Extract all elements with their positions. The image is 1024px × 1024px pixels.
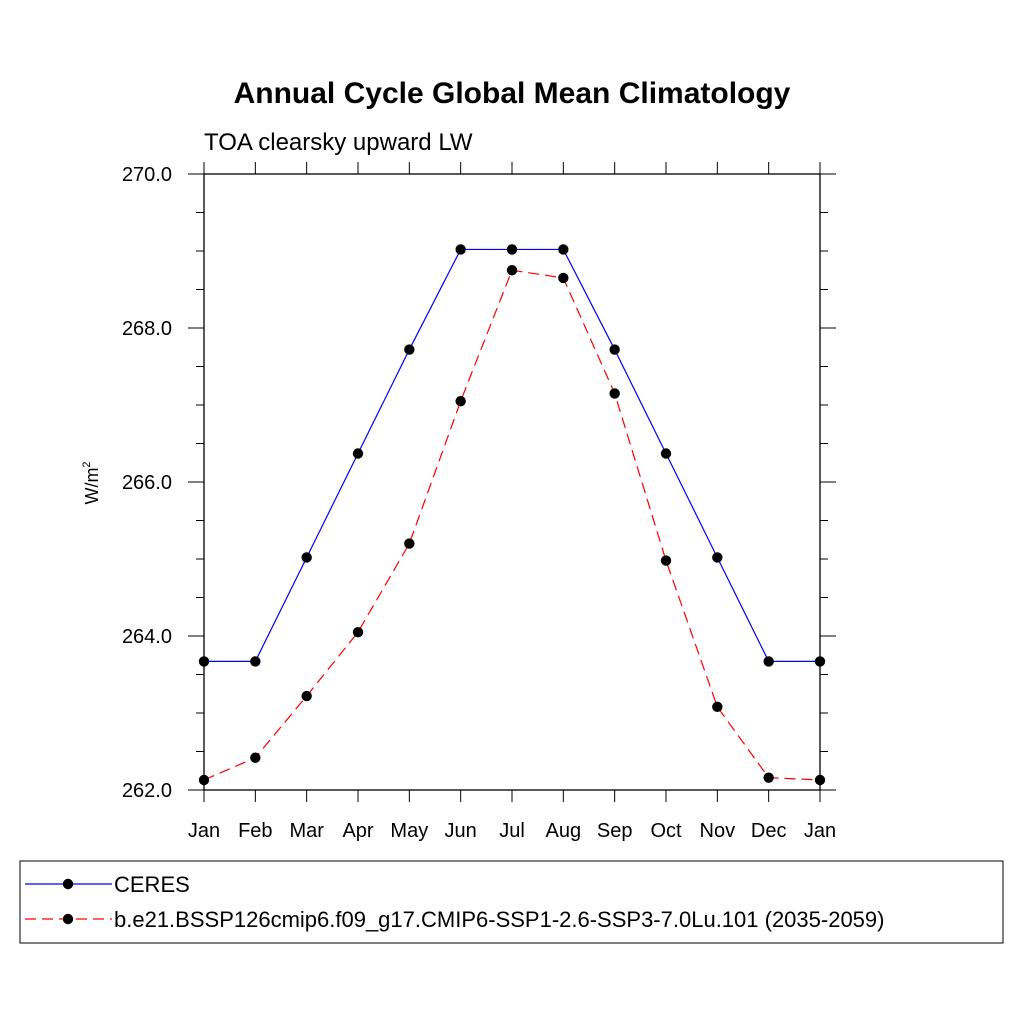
y-axis-label-base: W/m — [82, 468, 102, 505]
x-tick-label: Nov — [700, 820, 736, 842]
series-2-point — [763, 772, 774, 783]
series-2-point — [609, 388, 620, 399]
series-2-point — [506, 265, 518, 276]
series-1-point — [558, 244, 569, 255]
series-line-2 — [203, 269, 821, 781]
x-tick-label: Jun — [445, 820, 477, 842]
series-1-point — [763, 656, 774, 667]
series-1-point — [506, 244, 518, 255]
series-2-point — [404, 538, 415, 549]
y-tick-label: 262.0 — [122, 780, 172, 802]
series-1-point — [404, 344, 415, 355]
series-1-point — [814, 656, 826, 667]
legend-label-2: b.e21.BSSP126cmip6.f09_g17.CMIP6-SSP1-2.… — [114, 907, 884, 932]
x-tick-labels: Jan Feb Mar Apr May Jun Jul Aug Sep Oct Nov Dec Jan — [188, 820, 836, 842]
x-tick-label: Feb — [238, 820, 272, 842]
x-tick-label: Mar — [289, 820, 324, 842]
series-2-point — [198, 774, 210, 786]
svg-text:W/m2: W/m2 — [81, 461, 102, 504]
y-tick-label: 268.0 — [122, 318, 172, 340]
axis-ticks — [188, 162, 836, 802]
series-2-point — [660, 555, 672, 566]
series-line-1 — [204, 248, 820, 663]
series-1-point — [198, 656, 210, 667]
x-tick-label: Jul — [499, 820, 525, 842]
y-tick-label: 270.0 — [122, 164, 172, 186]
series-layer — [198, 244, 826, 786]
legend-marker-2 — [62, 913, 74, 925]
y-tick-labels: 262.0 264.0 266.0 268.0 270.0 — [122, 164, 172, 802]
chart-subtitle: TOA clearsky upward LW — [204, 129, 473, 156]
x-tick-label: Apr — [342, 820, 373, 842]
series-2-point — [558, 272, 569, 284]
x-tick-label: Oct — [650, 820, 682, 842]
legend-label-1: CERES — [114, 872, 190, 897]
series-1-point — [352, 448, 364, 459]
y-axis-label-exponent: 2 — [81, 461, 93, 467]
series-1-point — [712, 552, 723, 563]
x-tick-label: Sep — [597, 820, 633, 842]
x-tick-label: Jan — [804, 820, 836, 842]
x-tick-label: Aug — [546, 820, 582, 842]
x-tick-label: Dec — [751, 820, 787, 842]
series-1-point — [609, 344, 620, 355]
y-axis-label: W/m2 — [81, 461, 102, 504]
series-2-point — [814, 774, 826, 786]
series-1-point — [455, 244, 466, 255]
x-tick-label: Jan — [188, 820, 220, 842]
chart-title: Annual Cycle Global Mean Climatology — [234, 77, 791, 110]
series-2-point — [301, 690, 312, 702]
series-2-point — [455, 395, 466, 407]
series-2-point — [352, 626, 364, 638]
x-tick-label: May — [390, 820, 428, 842]
series-1-point — [250, 656, 261, 667]
legend-box — [19, 860, 1004, 944]
series-1-point — [301, 552, 312, 563]
legend: CERES b.e21.BSSP126cmip6.f09_g17.CMIP6-SS… — [25, 872, 884, 932]
legend-marker-1 — [62, 878, 74, 890]
y-tick-label: 264.0 — [122, 626, 172, 648]
series-1-point — [660, 448, 672, 459]
y-tick-label: 266.0 — [122, 472, 172, 494]
series-2-point — [712, 701, 723, 713]
series-2-point — [250, 752, 261, 763]
